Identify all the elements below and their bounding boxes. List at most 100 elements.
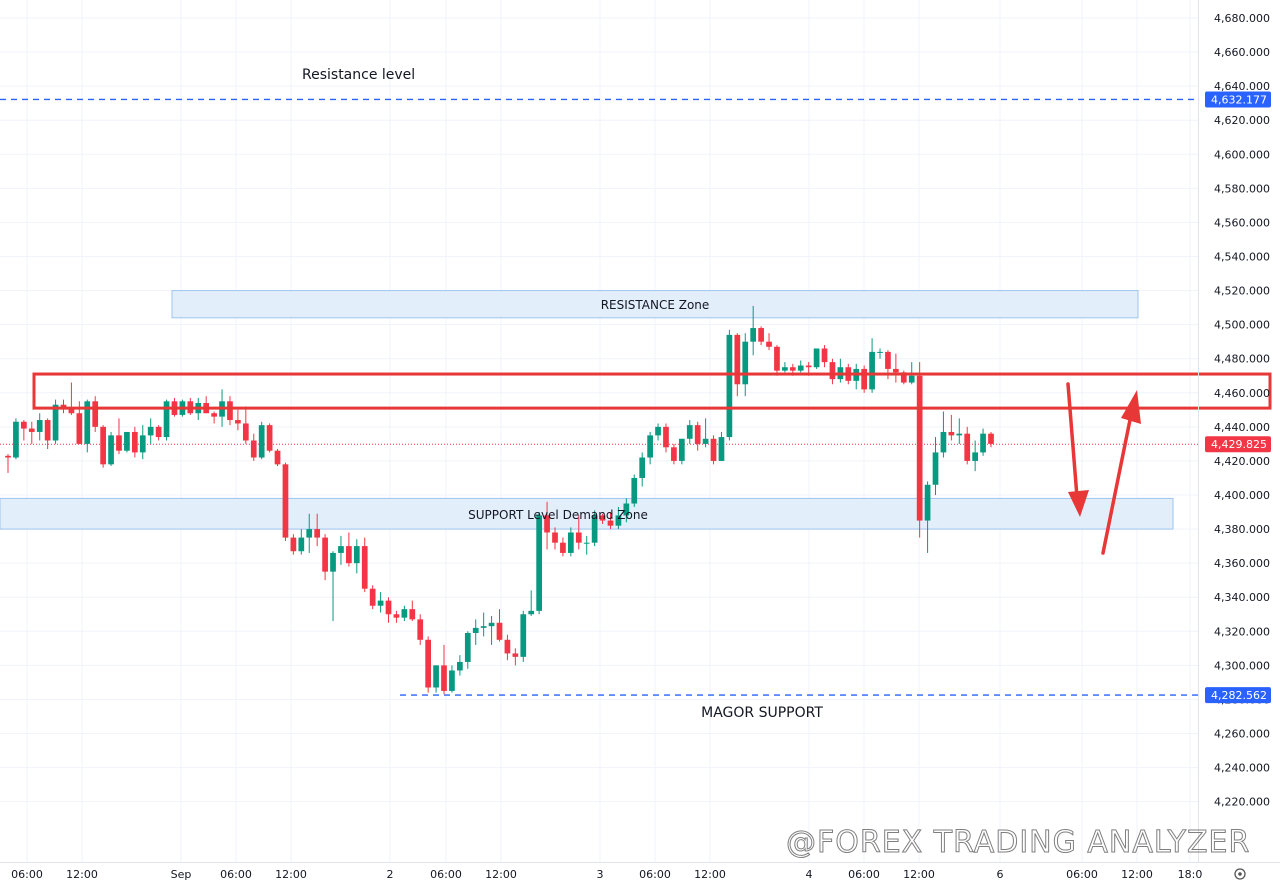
candle-body bbox=[68, 408, 75, 414]
candle-body bbox=[496, 622, 503, 640]
x-tick-label: 06:00 bbox=[220, 868, 252, 881]
y-tick-label: 4,340.000 bbox=[1214, 591, 1270, 604]
major-support-price-label: 4,282.562 bbox=[1211, 689, 1267, 702]
price-axis[interactable]: 4,680.000 4,660.000 4,640.000 4,620.000 4,60… bbox=[1198, 0, 1271, 862]
candle-body bbox=[28, 428, 35, 432]
time-axis[interactable]: 06:00 12:00 Sep 06:00 12:00 2 06:00 12:00 3 06:00… bbox=[0, 862, 1280, 882]
x-tick-label: 06:00 bbox=[639, 868, 671, 881]
candle-body bbox=[393, 614, 400, 618]
candle-body bbox=[409, 609, 416, 620]
candle-body bbox=[908, 375, 915, 383]
candle-body bbox=[980, 433, 986, 453]
candle-body bbox=[631, 477, 638, 504]
up-arrow-head bbox=[1121, 390, 1141, 424]
y-tick-label: 4,260.000 bbox=[1214, 728, 1270, 741]
settings-gear-center bbox=[1238, 872, 1242, 876]
candle-body bbox=[282, 464, 289, 538]
candle-body bbox=[813, 348, 820, 368]
candle-body bbox=[774, 346, 780, 371]
resistance-level-label: Resistance level bbox=[302, 67, 415, 83]
candle-body bbox=[298, 537, 305, 552]
x-tick-label: 12:00 bbox=[275, 868, 307, 881]
candle-body bbox=[552, 532, 558, 543]
current-price-tag bbox=[1205, 436, 1271, 453]
y-tick-label: 4,620.000 bbox=[1214, 114, 1270, 127]
y-tick-label: 4,380.000 bbox=[1214, 523, 1270, 536]
horizontal-levels bbox=[0, 98, 1198, 696]
x-tick-label: 06:00 bbox=[848, 868, 880, 881]
x-tick-label: 12:00 bbox=[903, 868, 935, 881]
candle-body bbox=[789, 367, 796, 371]
support-demand-zone-box bbox=[0, 497, 1174, 530]
candle-body bbox=[829, 362, 836, 380]
candle-body bbox=[322, 537, 328, 572]
candle-body bbox=[512, 653, 519, 657]
candle-body bbox=[353, 546, 360, 564]
red-rectangle-drawing bbox=[32, 372, 1272, 410]
candle-body bbox=[583, 542, 590, 544]
candle-body bbox=[369, 588, 376, 606]
y-tick-label: 4,440.000 bbox=[1214, 421, 1270, 434]
candle-body bbox=[940, 431, 947, 453]
candle-body bbox=[227, 401, 233, 421]
candle-body bbox=[528, 610, 535, 615]
candle-body bbox=[385, 600, 392, 615]
candle-body bbox=[52, 404, 59, 441]
candle-body bbox=[885, 351, 891, 369]
candle-body bbox=[472, 627, 479, 633]
candle-body bbox=[433, 665, 439, 688]
candle-body bbox=[266, 425, 273, 451]
annotation-labels: Resistance level RESISTANCE Zone SUPPORT… bbox=[302, 67, 1271, 861]
down-arrow-shaft bbox=[1066, 382, 1079, 499]
x-tick-label: 06:00 bbox=[11, 868, 43, 881]
x-tick-label: 12:00 bbox=[485, 868, 517, 881]
candle-body bbox=[663, 426, 669, 448]
major-support-label: MAGOR SUPPORT bbox=[701, 705, 823, 721]
candle-body bbox=[742, 341, 749, 385]
candle-body bbox=[338, 546, 344, 553]
candle-body bbox=[401, 609, 408, 618]
candle-body bbox=[76, 413, 83, 444]
candle-body bbox=[861, 368, 868, 390]
candle-body bbox=[869, 351, 875, 390]
y-tick-label: 4,220.000 bbox=[1214, 796, 1270, 809]
y-tick-label: 4,560.000 bbox=[1214, 216, 1270, 229]
resistance-price-tag bbox=[1205, 91, 1271, 108]
candle-body bbox=[504, 639, 511, 654]
up-arrow-shaft bbox=[1101, 413, 1133, 555]
candle-body bbox=[686, 425, 693, 439]
candle-body bbox=[108, 435, 114, 465]
y-tick-label: 4,300.000 bbox=[1214, 659, 1270, 672]
candle-body bbox=[560, 542, 566, 553]
candle-body bbox=[21, 421, 27, 429]
settings-gear-icon[interactable] bbox=[1234, 868, 1246, 880]
x-tick-label: 06:00 bbox=[430, 868, 462, 881]
candle-body bbox=[5, 455, 11, 458]
watermark-text: @FOREX TRADING ANALYZER bbox=[786, 825, 1250, 860]
candle-body bbox=[464, 632, 471, 662]
candle-body bbox=[36, 420, 43, 432]
down-arrow-head bbox=[1068, 490, 1089, 517]
candle-body bbox=[710, 438, 717, 461]
candle-body bbox=[647, 435, 653, 458]
resistance-zone-box bbox=[171, 290, 1139, 319]
candle-body bbox=[44, 420, 51, 441]
major-support-price-tag bbox=[1205, 687, 1271, 704]
candle-body bbox=[346, 546, 352, 564]
y-tick-label: 4,420.000 bbox=[1214, 455, 1270, 468]
candle-body bbox=[972, 452, 978, 461]
candle-body bbox=[655, 426, 661, 436]
candle-body bbox=[235, 420, 241, 424]
candle-body bbox=[139, 435, 146, 453]
candle-body bbox=[694, 425, 701, 444]
candle-body bbox=[877, 351, 883, 353]
candle-body bbox=[330, 552, 336, 572]
y-tick-label: 4,580.000 bbox=[1214, 182, 1270, 195]
candle-body bbox=[671, 447, 677, 461]
y-tick-label: 4,640.000 bbox=[1214, 80, 1270, 93]
candle-body bbox=[124, 431, 130, 451]
x-tick-label: 12:00 bbox=[1121, 868, 1153, 881]
candle-body bbox=[544, 515, 550, 533]
candle-body bbox=[766, 341, 772, 347]
